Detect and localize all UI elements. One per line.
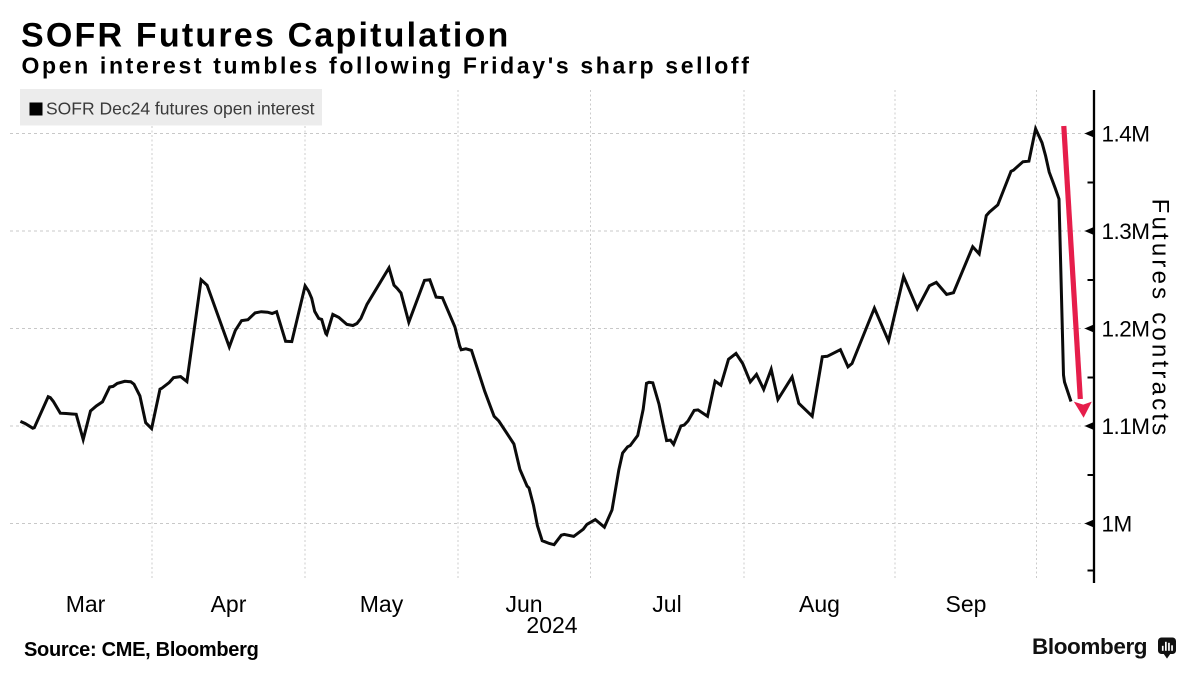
svg-text:Sep: Sep: [946, 591, 987, 617]
svg-text:1.1M: 1.1M: [1102, 414, 1150, 439]
svg-text:1.3M: 1.3M: [1102, 219, 1150, 244]
svg-text:1.2M: 1.2M: [1102, 317, 1150, 342]
svg-text:Source: CME, Bloomberg: Source: CME, Bloomberg: [24, 639, 259, 661]
svg-text:Jul: Jul: [652, 591, 681, 617]
svg-text:Mar: Mar: [66, 591, 106, 617]
svg-text:Bloomberg: Bloomberg: [1032, 634, 1147, 659]
svg-text:2024: 2024: [526, 612, 577, 638]
svg-text:Jun: Jun: [505, 591, 542, 617]
svg-text:Aug: Aug: [799, 591, 840, 617]
svg-text:Futures contracts: Futures contracts: [1147, 199, 1174, 439]
svg-text:Open interest tumbles followin: Open interest tumbles following Friday's…: [22, 53, 752, 79]
svg-text:Apr: Apr: [211, 591, 247, 617]
svg-text:SOFR Dec24 futures open intere: SOFR Dec24 futures open interest: [46, 99, 315, 119]
svg-text:SOFR Futures Capitulation: SOFR Futures Capitulation: [21, 17, 510, 55]
svg-text:1M: 1M: [1102, 512, 1132, 537]
svg-text:May: May: [360, 591, 404, 617]
svg-text:1.4M: 1.4M: [1102, 122, 1150, 147]
